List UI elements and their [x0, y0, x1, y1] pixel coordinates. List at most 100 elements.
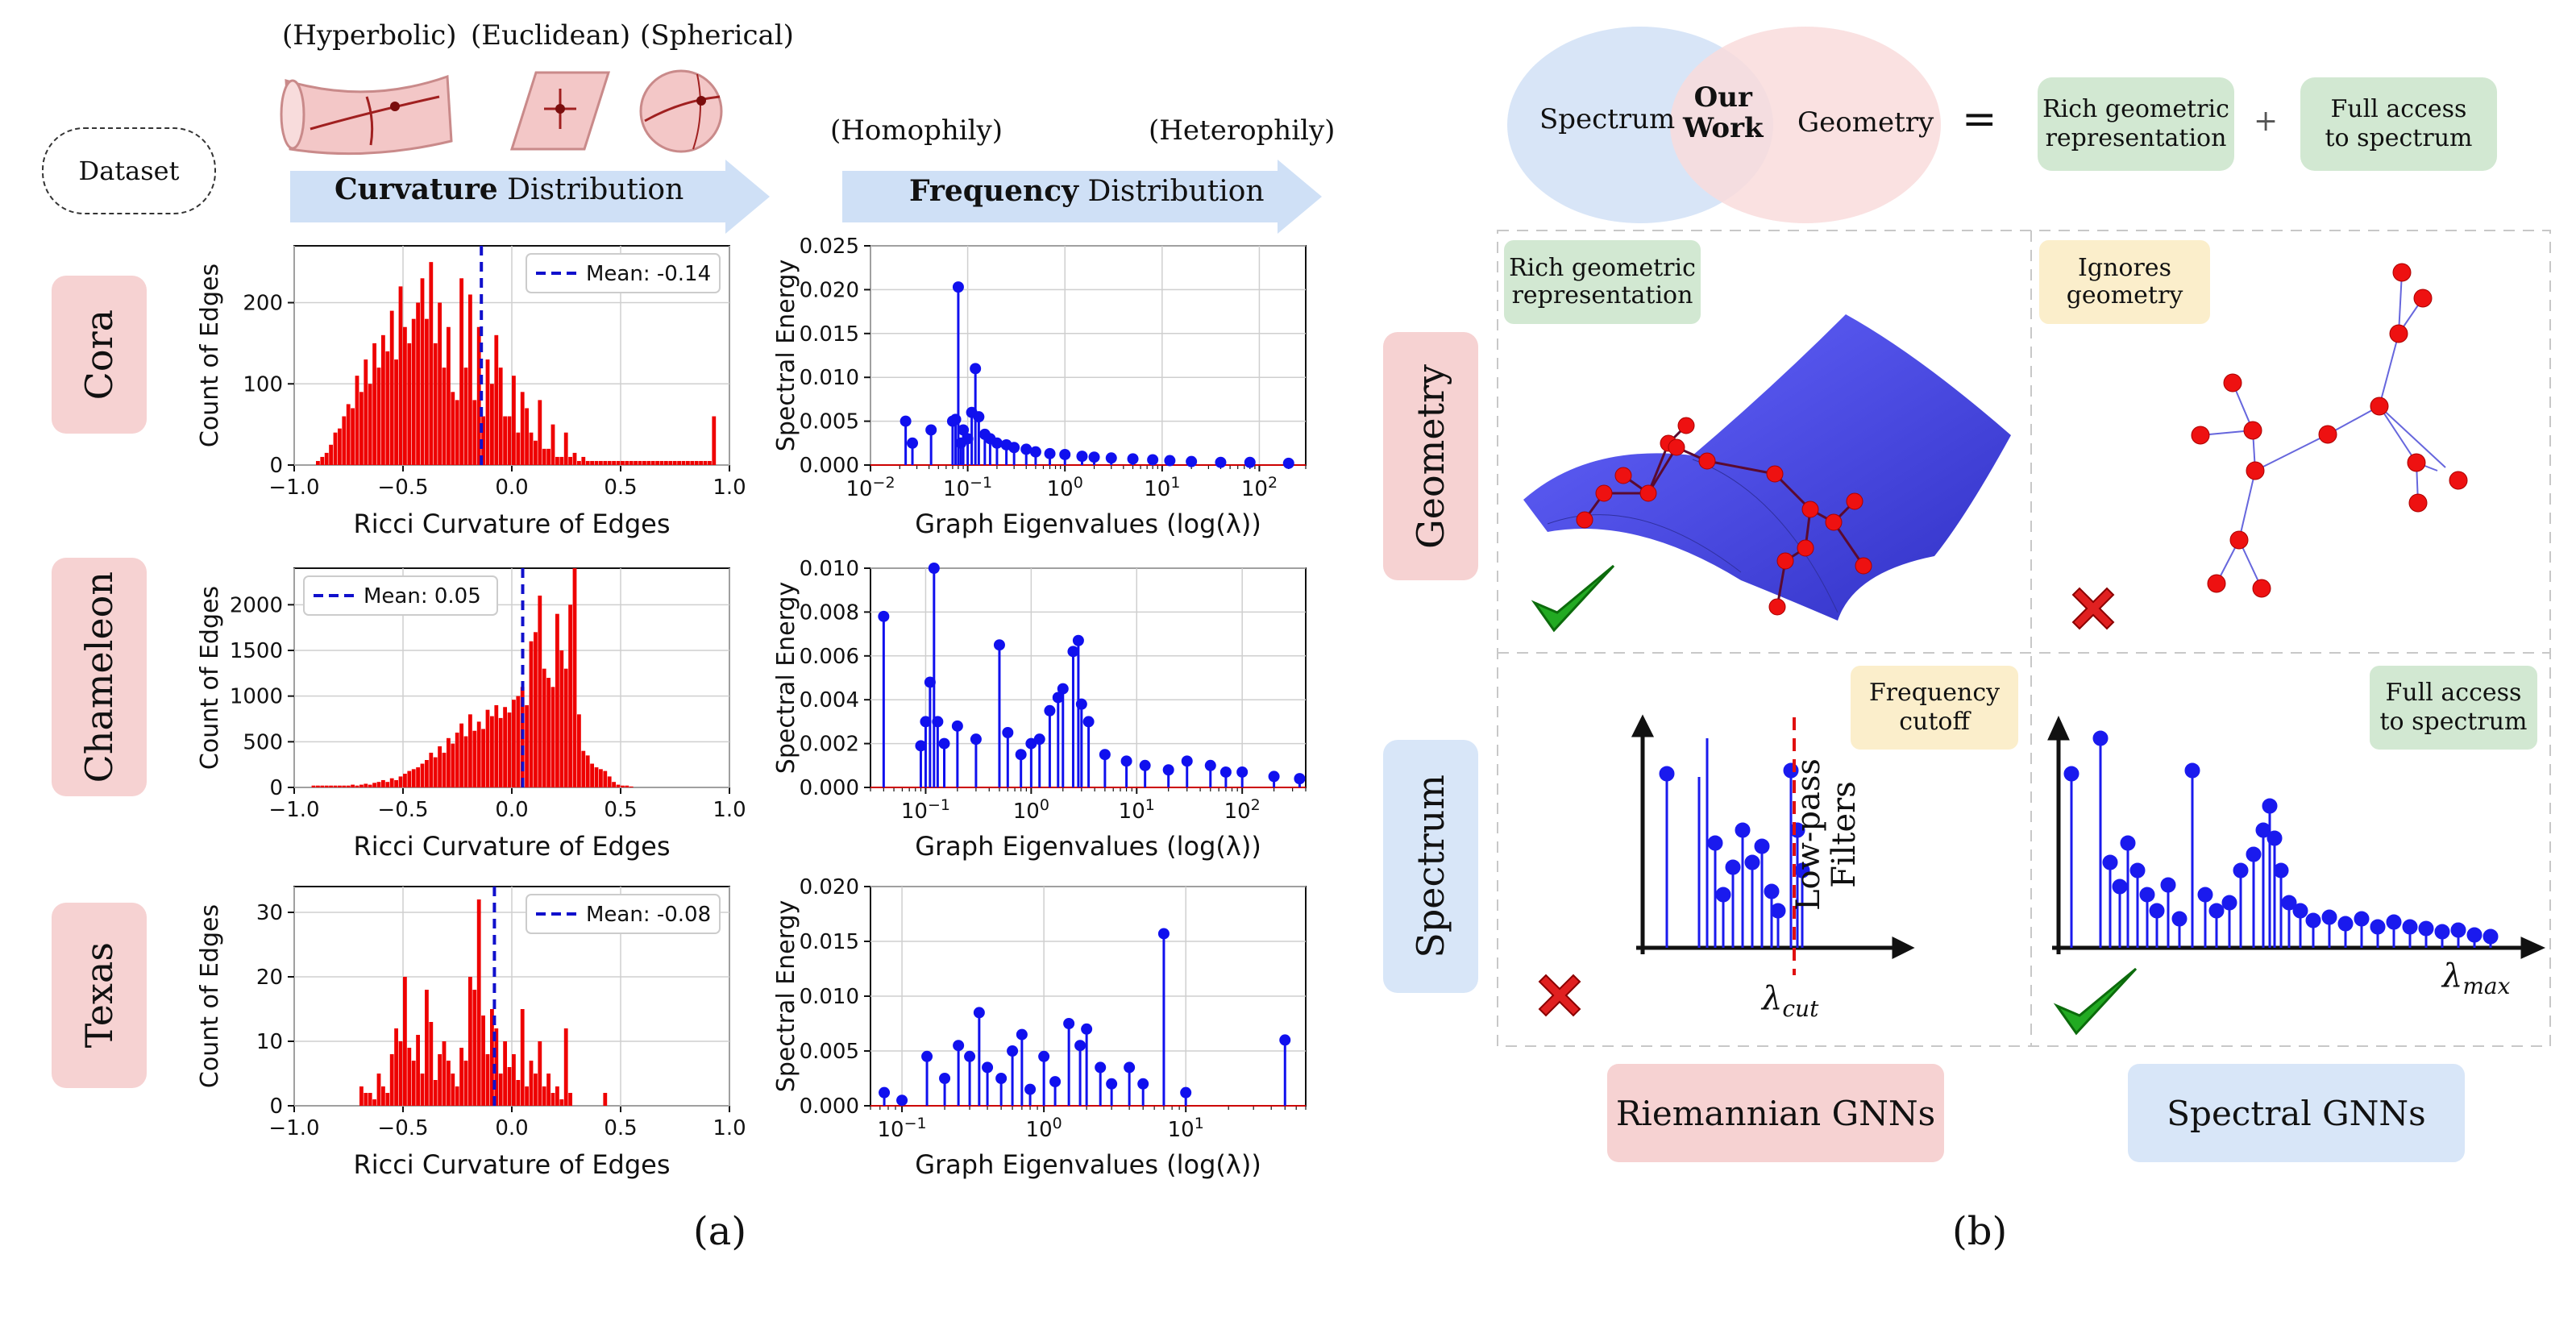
box-rich-line2: representation [2045, 124, 2227, 152]
histogram-bar [407, 1048, 412, 1106]
histogram-bar [516, 432, 521, 465]
histogram-bar [316, 460, 320, 465]
label-euclidean: (Euclidean) [471, 19, 631, 52]
stem-marker [1052, 692, 1064, 704]
histogram-bar [342, 416, 347, 465]
curvature-distribution-title: Curvature Distribution [334, 172, 683, 206]
cross-icon-spectral-geometry [2071, 587, 2115, 630]
x-tick-label: 101 [1119, 796, 1155, 824]
stem-marker [1095, 1061, 1107, 1074]
histogram-bar [385, 782, 390, 787]
histogram-bar [468, 294, 472, 465]
chart-cora-curvature: Ricci Curvature of Edges Count of Edges −1… [196, 245, 746, 539]
histogram-bar [346, 785, 351, 787]
histogram-bar [463, 736, 468, 787]
histogram-bar [416, 302, 420, 465]
spectrum-marker [2112, 878, 2128, 895]
stem-marker [1059, 448, 1071, 460]
histogram-bar [494, 334, 499, 465]
histogram-bar [642, 460, 646, 465]
y-tick-label: 2000 [230, 593, 283, 617]
histogram-bar [616, 784, 621, 787]
x-tick-label: 0.0 [495, 1116, 528, 1140]
histogram-bar [403, 774, 407, 787]
label-heterophily: (Heterophily) [1149, 114, 1336, 147]
histogram-bar [585, 755, 590, 787]
histogram-bar [442, 368, 447, 465]
histogram-bar [568, 1093, 572, 1106]
legend-label: Mean: 0.05 [364, 584, 481, 609]
stem-marker [1162, 764, 1174, 776]
chart-texas-curvature: Ricci Curvature of Edges Count of Edges −1… [196, 886, 746, 1180]
spectrum-marker [2139, 887, 2155, 903]
histogram-bar [546, 678, 551, 787]
x-axis-label: Graph Eigenvalues (log(λ)) [915, 831, 1261, 862]
histogram-bar [664, 460, 668, 465]
histogram-bar [525, 1086, 529, 1106]
histogram-bar [463, 1061, 468, 1106]
stem-marker [964, 1050, 976, 1062]
lambda-max-label: λmax [2442, 957, 2510, 999]
lambda-cut-sub: cut [1782, 995, 1819, 1022]
label-homophily: (Homophily) [830, 114, 1003, 147]
stem-marker [1075, 698, 1087, 710]
histogram-bar [655, 460, 659, 465]
histogram-bar [650, 460, 655, 465]
stem-marker [1072, 634, 1084, 646]
histogram-bar [590, 460, 594, 465]
histogram-bar [407, 770, 412, 787]
histogram-bar [498, 368, 503, 465]
y-tick-label: 0.002 [800, 733, 859, 757]
histogram-bar [503, 416, 507, 465]
histogram-bar [498, 1074, 503, 1106]
histogram-bar [420, 1074, 425, 1106]
cell-tag-frequency-cutoff: Frequency cutoff [1851, 666, 2018, 750]
histogram-bar [468, 977, 472, 1106]
histogram-bar [429, 1022, 434, 1106]
histogram-bar [534, 1074, 538, 1106]
histogram-bar [376, 1074, 381, 1106]
cell-freq-line2: cutoff [1899, 708, 1970, 736]
venn-label-geometry: Geometry [1797, 106, 1934, 139]
spectrum-marker [2160, 877, 2176, 893]
histogram-bar [381, 779, 385, 787]
histogram-bar [355, 785, 359, 787]
stem-marker [1137, 1078, 1149, 1090]
histogram-bar [420, 278, 425, 465]
stem-marker [921, 1050, 933, 1062]
histogram-bar [372, 783, 376, 787]
histogram-bar [672, 460, 677, 465]
histogram-bar [563, 1028, 568, 1106]
histogram-bar [329, 785, 333, 787]
box-full-access-to-spectrum: Full access to spectrum [2300, 77, 2497, 171]
y-axis-label: Spectral Energy [772, 260, 800, 451]
x-axis-label: Ricci Curvature of Edges [353, 1149, 670, 1180]
spectrum-marker [2063, 766, 2079, 782]
histogram-bar [612, 460, 616, 465]
x-tick-label: 0.5 [604, 476, 637, 500]
histogram-bar [333, 432, 338, 465]
histogram-bar [433, 1080, 438, 1106]
histogram-bar [411, 769, 416, 787]
histogram-bar [577, 714, 581, 787]
histogram-bar [342, 785, 347, 787]
stem-marker [1063, 1018, 1075, 1029]
histogram-bar [451, 1074, 455, 1106]
histogram-bar [529, 1061, 534, 1106]
equals-sign: = [1962, 95, 1997, 143]
spectrum-marker [2337, 916, 2354, 932]
histogram-bar [472, 990, 477, 1106]
stem-marker [1294, 773, 1306, 785]
stem-marker [915, 740, 927, 752]
histogram-bar [538, 400, 542, 465]
x-tick-label: 102 [1224, 796, 1261, 824]
venn-geometry-circle [1670, 27, 1941, 223]
stem-marker [1008, 442, 1020, 454]
histogram-bar [368, 384, 372, 465]
row-tag-geometry: Geometry [1383, 332, 1478, 580]
histogram-bar [625, 460, 629, 465]
stem-marker [1106, 1078, 1118, 1090]
histogram-bar [546, 1074, 551, 1106]
y-tick-label: 0.005 [800, 410, 859, 434]
histogram-bar [411, 1061, 416, 1106]
